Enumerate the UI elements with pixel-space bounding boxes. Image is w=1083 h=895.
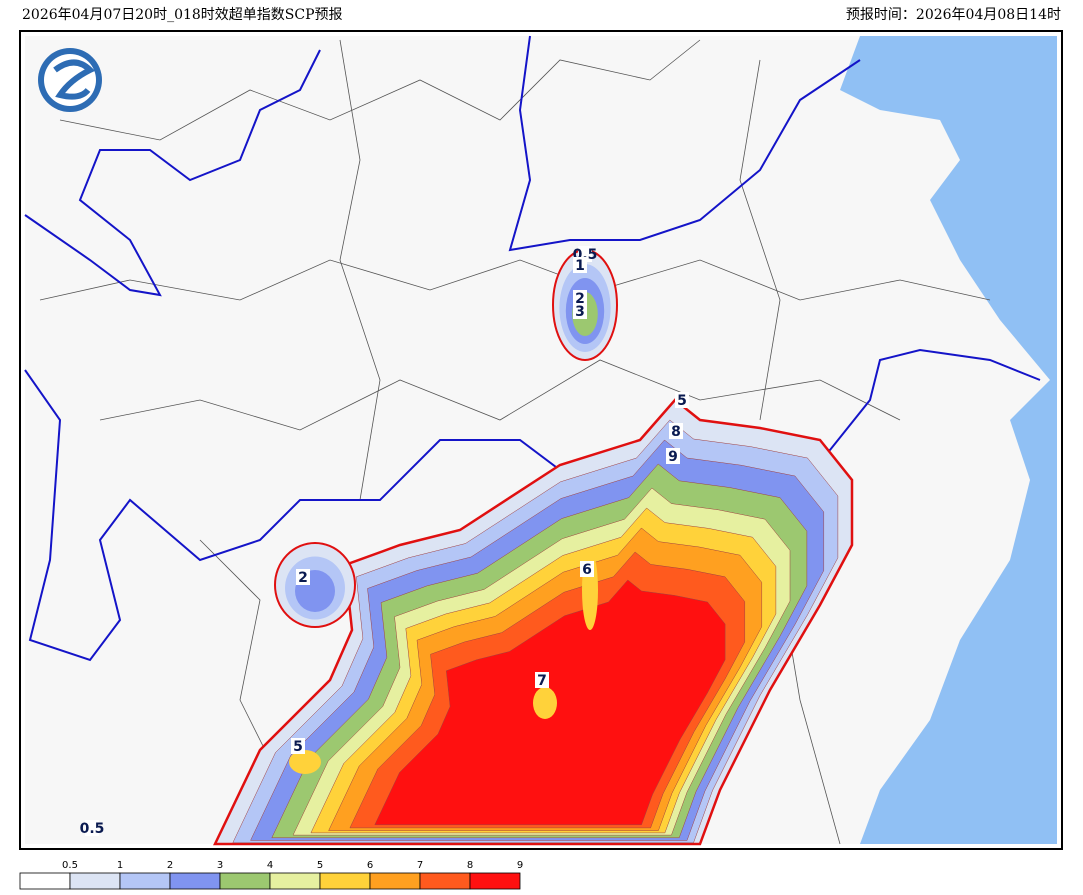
label-box (573, 303, 587, 319)
map-title: 2026年04月07日20时_018时效超单指数SCP预报 (22, 7, 343, 23)
legend-swatch (269, 872, 321, 890)
label-box (573, 257, 587, 273)
contour-label: 7 (537, 673, 547, 689)
valid-time: 预报时间：2026年04月08日14时 (845, 7, 1061, 23)
contour-label: 2 (575, 291, 585, 307)
contour-label: 0.5 (80, 821, 105, 837)
label-box (675, 392, 689, 408)
sea (840, 36, 1057, 844)
contour-label: 3 (575, 304, 585, 320)
legend-label: 3 (217, 860, 223, 871)
scp-fields (213, 249, 854, 846)
legend: 0.5 1 2 3 4 5 6 7 8 9 (19, 860, 523, 890)
label-box (669, 423, 683, 439)
contour-label: 5 (293, 739, 303, 755)
logo (38, 48, 102, 112)
legend-label: 2 (167, 860, 173, 871)
legend-swatch (469, 872, 521, 890)
legend-label: 7 (417, 860, 423, 871)
legend-swatch (419, 872, 471, 890)
legend-label: 5 (317, 860, 323, 871)
scp-cell (533, 687, 557, 719)
label-box (573, 290, 587, 306)
legend-swatch (369, 872, 421, 890)
contour-label: 1 (575, 258, 585, 274)
legend-swatch (219, 872, 271, 890)
contour-label: 9 (668, 449, 678, 465)
legend-label: 1 (117, 860, 123, 871)
legend-swatch (69, 872, 121, 890)
legend-label: 9 (517, 860, 523, 871)
label-box (291, 738, 305, 754)
legend-swatch (319, 872, 371, 890)
legend-swatch (169, 872, 221, 890)
legend-swatch (19, 872, 71, 890)
contour-label: 5 (677, 393, 687, 409)
label-box (85, 820, 99, 836)
label-box (580, 561, 594, 577)
scp-cell (289, 750, 321, 774)
label-box (296, 569, 310, 585)
legend-label: 0.5 (62, 860, 78, 871)
legend-label: 6 (367, 860, 373, 871)
legend-label: 8 (467, 860, 473, 871)
river-lines (24, 35, 1041, 662)
legend-swatch (119, 872, 171, 890)
contour-label: 8 (671, 424, 681, 440)
label-box (535, 672, 549, 688)
contour-label: 2 (298, 570, 308, 586)
contour-label: 6 (582, 562, 592, 578)
legend-label: 4 (267, 860, 273, 871)
label-box (666, 448, 680, 464)
